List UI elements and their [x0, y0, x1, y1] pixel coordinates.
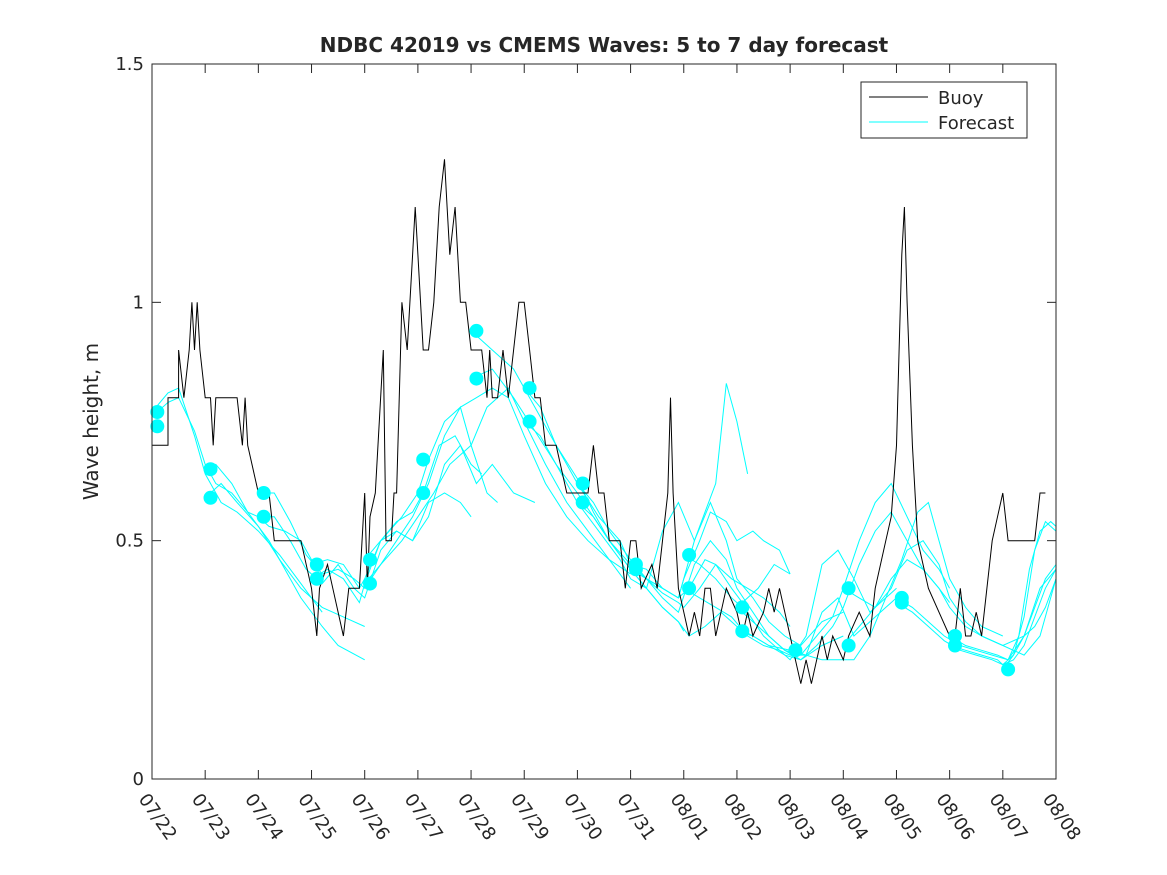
buoy-series-group — [152, 159, 1046, 684]
forecast-line-9 — [364, 387, 631, 575]
forecast-line-25 — [842, 559, 1057, 656]
legend-forecast-label: Forecast — [938, 113, 1014, 134]
forecast-start-marker-10 — [363, 576, 377, 591]
y-tick-label: 1 — [133, 292, 144, 313]
y-axis-label: Wave height, m — [79, 343, 103, 500]
forecast-start-marker-31 — [948, 638, 962, 653]
legend-box — [860, 81, 1028, 139]
forecast-start-marker-7 — [309, 557, 324, 572]
buoy-line — [152, 159, 1046, 684]
y-tick-label: 0 — [133, 769, 144, 790]
chart-title: NDBC 42019 vs CMEMS Waves: 5 to 7 day fo… — [320, 33, 889, 57]
axes-box — [151, 63, 1057, 780]
forecast-line-4 — [204, 482, 365, 627]
forecast-start-marker-21 — [682, 548, 697, 562]
forecast-start-marker-14 — [469, 371, 484, 386]
plot-area — [152, 64, 1056, 779]
forecast-start-marker-5 — [256, 486, 271, 500]
forecast-start-marker-1 — [150, 405, 165, 419]
forecast-start-marker-15 — [522, 381, 537, 396]
forecast-start-marker-18 — [575, 495, 590, 510]
forecast-line-13 — [523, 387, 791, 627]
forecast-start-marker-23 — [735, 600, 750, 615]
forecast-start-marker-11 — [416, 452, 431, 467]
forecast-line-28 — [949, 520, 1057, 661]
forecast-start-marker-6 — [256, 509, 271, 524]
forecast-start-marker-13 — [469, 323, 484, 338]
y-tick-label: 1.5 — [115, 54, 144, 75]
forecast-start-marker-27 — [841, 638, 856, 653]
forecast-start-marker-2 — [150, 419, 165, 434]
forecast-line-18 — [630, 539, 844, 661]
forecast-line-8 — [311, 492, 472, 604]
legend-buoy-label: Buoy — [938, 88, 984, 109]
forecast-start-marker-12 — [416, 486, 431, 500]
forecast-line-7 — [311, 435, 483, 590]
forecast-start-marker-3 — [203, 462, 218, 477]
forecast-start-marker-20 — [628, 562, 643, 577]
forecast-start-marker-9 — [363, 552, 377, 567]
y-axis: 0 0.5 1 1.5 — [115, 54, 1056, 790]
forecast-line-16 — [577, 502, 791, 651]
forecast-start-marker-22 — [682, 581, 697, 596]
forecast-start-marker-17 — [575, 476, 590, 491]
forecast-start-marker-4 — [203, 490, 218, 505]
forecast-line-30 — [1002, 520, 1057, 670]
forecast-start-marker-16 — [522, 414, 537, 429]
forecast-line-26 — [896, 568, 1057, 661]
forecast-line-2 — [151, 387, 323, 613]
forecast-start-marker-26 — [841, 581, 856, 596]
forecast-start-marker-24 — [735, 624, 750, 639]
forecast-start-marker-29 — [894, 595, 909, 610]
forecast-start-marker-25 — [788, 643, 803, 658]
y-tick-label: 0.5 — [115, 531, 144, 552]
forecast-line-22 — [736, 511, 951, 661]
forecast-line-10 — [364, 387, 632, 589]
forecast-start-marker-8 — [309, 571, 324, 586]
forecast-line-24 — [843, 540, 1057, 647]
forecast-marker-group — [150, 323, 1016, 677]
forecast-start-marker-32 — [1001, 662, 1016, 677]
forecast-line-27 — [896, 578, 1057, 666]
legend: Buoy Forecast — [860, 81, 1028, 139]
